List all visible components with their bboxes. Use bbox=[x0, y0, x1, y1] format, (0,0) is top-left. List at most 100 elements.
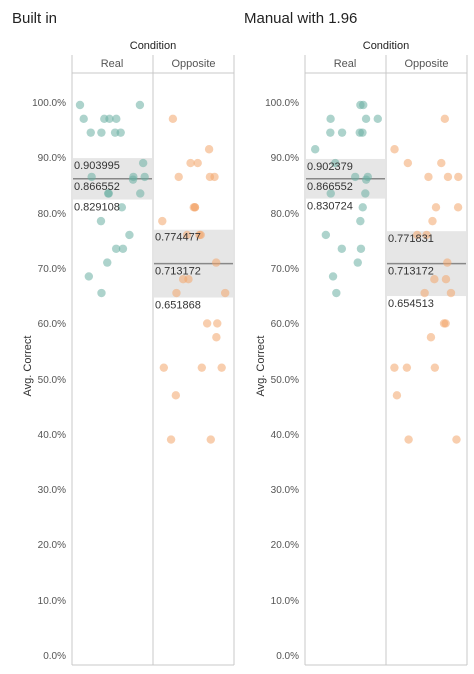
data-point bbox=[426, 333, 436, 342]
data-point bbox=[350, 172, 360, 182]
data-point bbox=[110, 128, 120, 137]
data-point bbox=[193, 158, 202, 168]
category-label-opposite: Opposite bbox=[171, 58, 216, 70]
data-point bbox=[75, 100, 85, 110]
y-tick-label: 10.0% bbox=[270, 595, 299, 607]
data-point bbox=[184, 274, 193, 284]
data-point bbox=[358, 203, 367, 212]
y-tick-label: 50.0% bbox=[37, 374, 66, 386]
data-point bbox=[84, 272, 94, 281]
data-point bbox=[138, 158, 148, 168]
y-tick-label: 20.0% bbox=[37, 540, 66, 552]
data-point bbox=[104, 189, 113, 198]
y-tick-label: 80.0% bbox=[270, 208, 299, 220]
data-point bbox=[359, 100, 368, 110]
y-tick-label: 70.0% bbox=[37, 263, 66, 275]
chart-title-built-in: Built in bbox=[12, 10, 58, 27]
column-header-condition: Condition bbox=[362, 40, 410, 52]
y-tick-label: 100.0% bbox=[265, 98, 299, 109]
data-point bbox=[190, 203, 200, 212]
data-point bbox=[111, 244, 121, 253]
data-point bbox=[361, 114, 371, 124]
data-point bbox=[453, 203, 463, 212]
data-point bbox=[331, 158, 340, 168]
data-point bbox=[172, 288, 181, 298]
data-point bbox=[454, 172, 463, 182]
data-point bbox=[443, 172, 453, 182]
category-label-real: Real bbox=[333, 58, 357, 70]
data-point bbox=[310, 145, 320, 154]
data-point bbox=[174, 172, 183, 182]
data-point bbox=[321, 230, 331, 240]
y-tick-label: 70.0% bbox=[270, 263, 299, 275]
band-value-label: 0.903995 bbox=[74, 160, 120, 172]
band-value-label: 0.866552 bbox=[307, 181, 353, 193]
category-label-opposite: Opposite bbox=[404, 58, 449, 70]
data-point bbox=[439, 319, 449, 328]
data-point bbox=[420, 288, 429, 298]
data-point bbox=[97, 288, 106, 298]
data-point bbox=[118, 244, 128, 253]
data-point bbox=[211, 258, 221, 267]
data-point bbox=[428, 216, 437, 226]
data-point bbox=[402, 363, 412, 372]
data-point bbox=[431, 203, 441, 212]
data-point bbox=[403, 158, 413, 168]
data-point bbox=[332, 288, 341, 298]
data-point bbox=[326, 189, 335, 198]
data-point bbox=[205, 172, 215, 182]
data-point bbox=[424, 172, 433, 182]
data-point bbox=[430, 363, 440, 372]
y-tick-label: 60.0% bbox=[37, 319, 66, 331]
data-point bbox=[373, 114, 382, 124]
data-point bbox=[452, 435, 461, 444]
data-point bbox=[196, 230, 205, 240]
band-value-label: 0.830724 bbox=[307, 201, 353, 213]
data-point bbox=[212, 333, 221, 342]
band-value-label: 0.829108 bbox=[74, 202, 120, 214]
data-point bbox=[217, 363, 226, 372]
data-point bbox=[392, 391, 402, 400]
data-point bbox=[168, 114, 178, 124]
data-point bbox=[204, 145, 214, 154]
y-tick-label: 50.0% bbox=[270, 374, 299, 386]
y-tick-label: 0.0% bbox=[43, 651, 66, 662]
category-label-real: Real bbox=[100, 58, 124, 70]
data-point bbox=[159, 363, 169, 372]
data-point bbox=[112, 114, 121, 124]
data-point bbox=[430, 274, 439, 284]
data-point bbox=[140, 172, 149, 182]
data-point bbox=[197, 363, 207, 372]
data-point bbox=[79, 114, 88, 124]
y-tick-label: 100.0% bbox=[32, 98, 66, 109]
data-point bbox=[86, 128, 95, 137]
chart-title-manual: Manual with 1.96 bbox=[244, 10, 358, 27]
data-point bbox=[158, 216, 167, 226]
data-point bbox=[337, 128, 347, 137]
data-point bbox=[128, 175, 138, 184]
y-tick-label: 60.0% bbox=[270, 319, 299, 331]
data-point bbox=[326, 114, 335, 124]
data-point bbox=[117, 203, 127, 212]
data-point bbox=[97, 128, 106, 137]
data-point bbox=[422, 230, 431, 240]
band-value-label: 0.866552 bbox=[74, 181, 120, 193]
data-point bbox=[182, 230, 192, 240]
data-point bbox=[353, 258, 362, 267]
band-value-label: 0.774477 bbox=[155, 232, 201, 244]
data-point bbox=[136, 189, 145, 198]
band-value-label: 0.713172 bbox=[388, 266, 434, 278]
data-point bbox=[96, 216, 106, 226]
data-point bbox=[206, 435, 215, 444]
data-point bbox=[103, 258, 112, 267]
data-point bbox=[355, 128, 364, 137]
data-point bbox=[443, 258, 452, 267]
data-point bbox=[356, 244, 366, 253]
y-tick-label: 80.0% bbox=[37, 208, 66, 220]
data-point bbox=[135, 100, 145, 110]
y-tick-label: 0.0% bbox=[276, 651, 299, 662]
data-point bbox=[326, 128, 335, 137]
data-point bbox=[437, 158, 446, 168]
data-point bbox=[356, 216, 365, 226]
